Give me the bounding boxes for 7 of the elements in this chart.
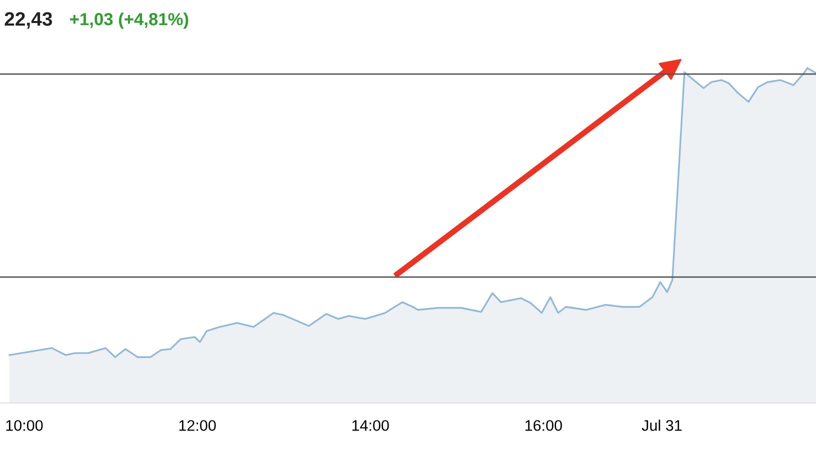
x-tick-label: 14:00 <box>352 420 389 431</box>
x-tick-label: 12:00 <box>179 420 216 431</box>
x-tick-label: 16:00 <box>525 420 562 431</box>
chart-title: 22,43 <box>4 12 52 29</box>
x-tick-label: Jul 31 <box>642 420 682 431</box>
x-tick-label: 10:00 <box>6 420 43 431</box>
chart-subtitle: +1,03 (+4,81%) <box>70 12 188 29</box>
